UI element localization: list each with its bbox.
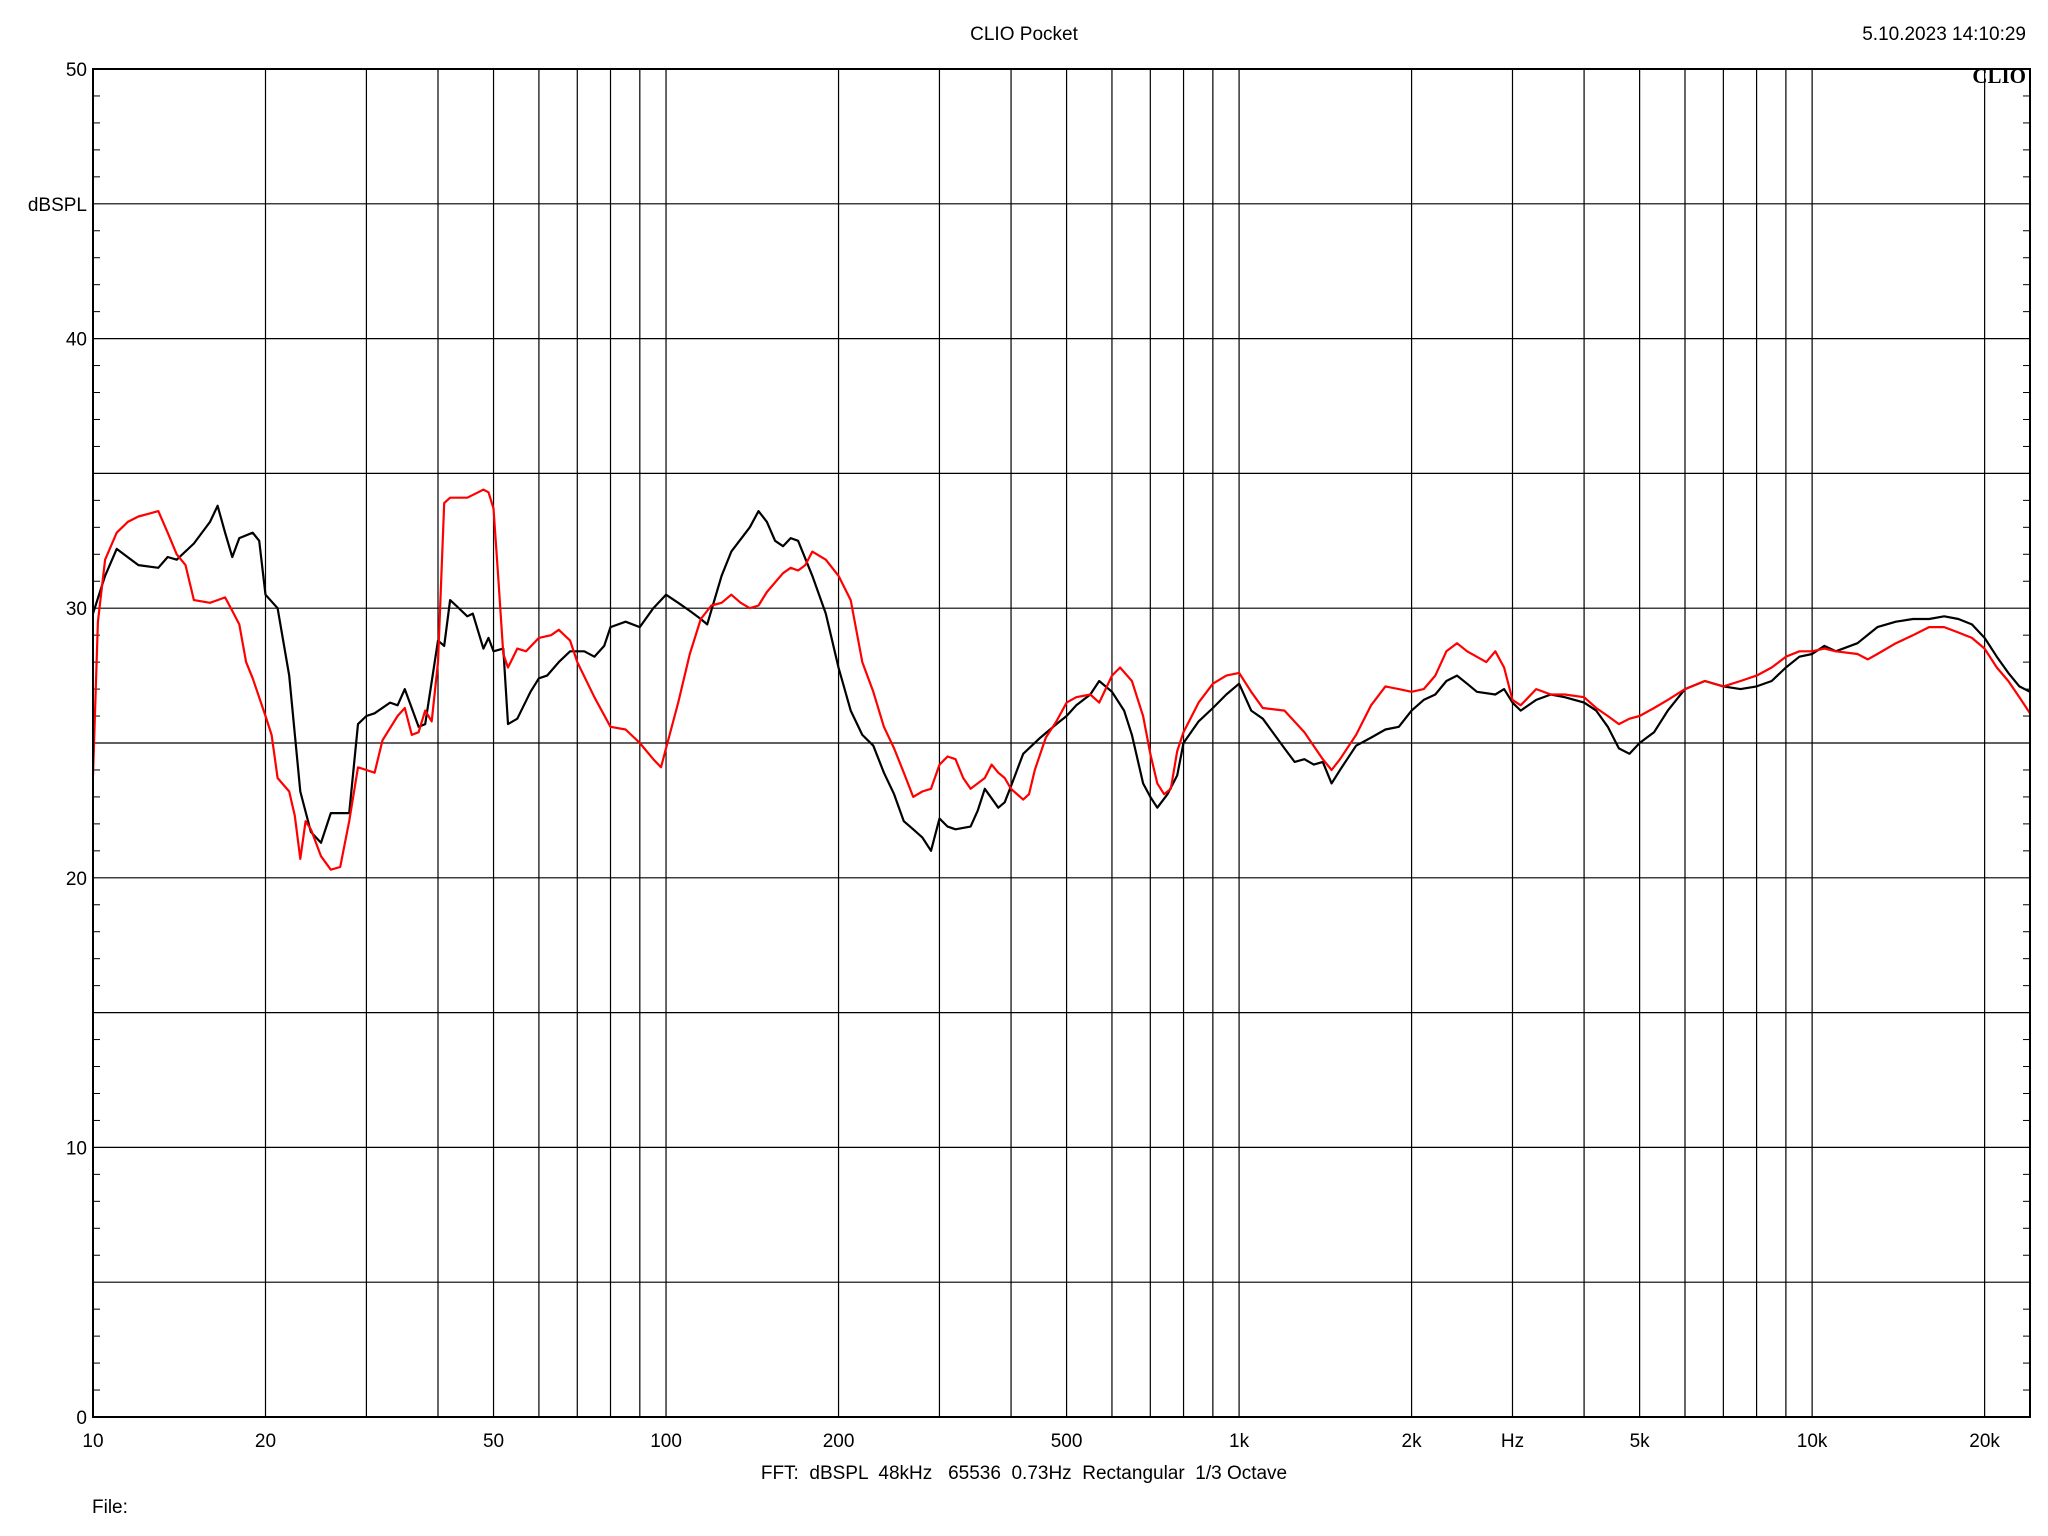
x-unit-label: Hz — [1501, 1431, 1524, 1452]
y-tick-labels: 0 10 20 30 40 50 — [66, 60, 87, 1429]
y-tick-label: 0 — [76, 1408, 87, 1429]
y-tick-label: 10 — [66, 1138, 87, 1159]
app-title: CLIO Pocket — [970, 24, 1078, 45]
x-tick-label: 2k — [1402, 1431, 1423, 1452]
x-tick-label: 200 — [823, 1431, 855, 1452]
y-tick-label: 20 — [66, 869, 87, 890]
x-tick-label: 20 — [255, 1431, 276, 1452]
x-tick-label: 10 — [82, 1431, 103, 1452]
x-tick-label: 100 — [650, 1431, 682, 1452]
series-line-red — [91, 488, 2031, 871]
file-label: File: — [92, 1497, 128, 1518]
brand-logo: CLIO — [1972, 64, 2026, 88]
y-axis-label: dBSPL — [28, 195, 87, 216]
x-tick-label: 500 — [1051, 1431, 1083, 1452]
measurement-info: FFT: dBSPL 48kHz 65536 0.73Hz Rectangula… — [760, 1463, 1288, 1484]
timestamp: 5.10.2023 14:10:29 — [1862, 24, 2026, 45]
y-tick-label: 50 — [66, 60, 87, 81]
y-tick-label: 40 — [66, 330, 87, 351]
plot-border — [92, 68, 2031, 1418]
y-tick-label: 30 — [66, 599, 87, 620]
series-lines — [91, 488, 2031, 871]
x-tick-label: 50 — [483, 1431, 504, 1452]
x-tick-label: 5k — [1630, 1431, 1651, 1452]
x-tick-label: 10k — [1797, 1431, 1828, 1452]
x-tick-label: 1k — [1229, 1431, 1250, 1452]
grid-lines — [93, 69, 2030, 1417]
x-tick-label: 20k — [1969, 1431, 2000, 1452]
x-tick-labels: 10 20 50 100 200 500 1k 2k 5k 10k 20k — [82, 1431, 2000, 1452]
series-line-black — [91, 504, 2031, 852]
